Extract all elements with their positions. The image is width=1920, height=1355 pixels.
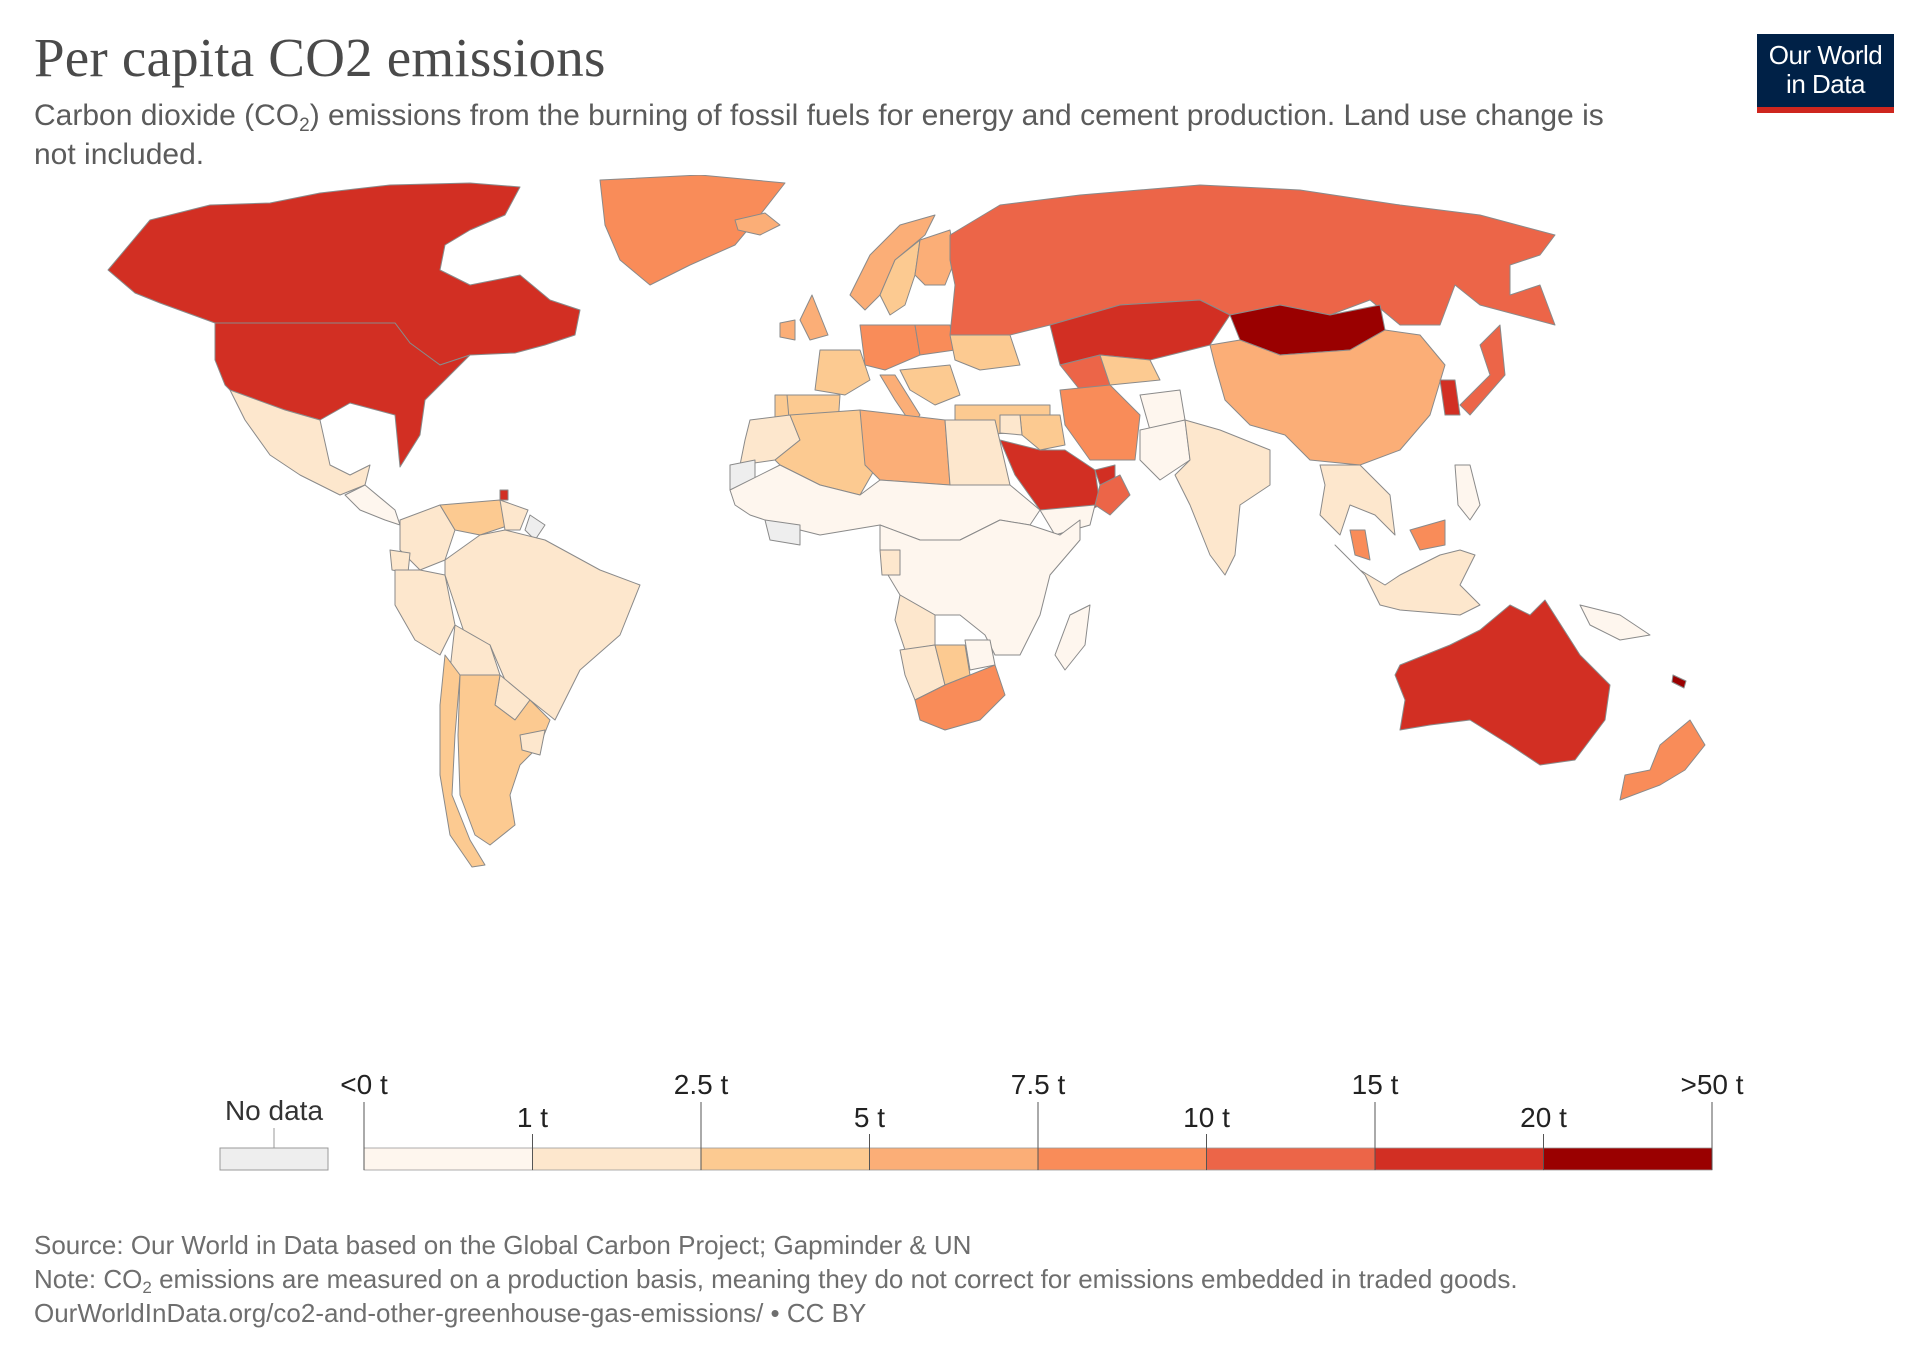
region-venezuela[interactable]: [439, 499, 511, 536]
note-line: Note: CO2 emissions are measured on a pr…: [34, 1262, 1518, 1296]
region-zimbabwe[interactable]: [964, 639, 996, 671]
region-south-africa[interactable]: [914, 664, 1006, 731]
region-japan[interactable]: [1459, 324, 1506, 416]
region-ireland[interactable]: [779, 319, 796, 341]
legend-no-data-label: No data: [225, 1095, 323, 1126]
footer: Source: Our World in Data based on the G…: [34, 1228, 1518, 1330]
legend-break-label-5: 10 t: [1183, 1102, 1230, 1133]
source-line: Source: Our World in Data based on the G…: [34, 1230, 972, 1260]
legend-break-label-2: 2.5 t: [674, 1069, 729, 1100]
world-map: [107, 175, 1706, 868]
title-subscript: 2: [345, 27, 373, 88]
region-gabon[interactable]: [879, 549, 901, 576]
title-text-suffix: emissions: [372, 27, 606, 88]
region-oman[interactable]: [1094, 474, 1131, 516]
logo-line-2: in Data: [1786, 69, 1865, 99]
region-france[interactable]: [814, 349, 871, 396]
region-india[interactable]: [1174, 419, 1271, 576]
legend-bin-1: [532, 1147, 702, 1171]
legend-break-label-1: 1 t: [517, 1102, 548, 1133]
region-uruguay[interactable]: [519, 729, 546, 756]
note-text-rest: emissions are measured on a production b…: [151, 1264, 1518, 1294]
region-iran[interactable]: [1059, 384, 1141, 461]
note-subscript: 2: [142, 1278, 152, 1297]
region-greenland[interactable]: [599, 175, 786, 286]
region-new-caledonia[interactable]: [1671, 674, 1687, 689]
legend-bin-2: [700, 1147, 870, 1171]
region-australia[interactable]: [1394, 599, 1611, 766]
region-madagascar[interactable]: [1054, 604, 1091, 671]
legend-break-label-8: >50 t: [1680, 1069, 1743, 1100]
region-philippines[interactable]: [1454, 464, 1481, 521]
region-finland[interactable]: [914, 229, 956, 286]
subtitle-subscript: 2: [299, 115, 310, 136]
region-libya[interactable]: [859, 409, 951, 486]
region-new-zealand[interactable]: [1619, 719, 1706, 801]
region-balkans[interactable]: [899, 364, 961, 406]
subtitle-text-rest: ) emissions from the burning of fossil f…: [34, 99, 1604, 171]
note-text: Note: CO: [34, 1264, 143, 1294]
region-yemen[interactable]: [1039, 504, 1096, 536]
chart-subtitle: Carbon dioxide (CO2) emissions from the …: [34, 96, 1634, 174]
legend-bin-0: [363, 1147, 533, 1171]
region-uzbekistan[interactable]: [1099, 354, 1161, 386]
region-mexico[interactable]: [229, 389, 371, 496]
region-ukraine[interactable]: [949, 334, 1021, 371]
region-pakistan[interactable]: [1139, 419, 1191, 481]
legend-break-label-0: <0 t: [340, 1069, 388, 1100]
region-chile[interactable]: [439, 654, 486, 868]
region-norway[interactable]: [849, 214, 936, 311]
region-trinidad-and-tobago[interactable]: [499, 489, 509, 501]
region-malaysia[interactable]: [1349, 519, 1446, 561]
legend-bin-4: [1037, 1147, 1207, 1171]
region-poland[interactable]: [914, 324, 956, 356]
legend-bin-6: [1374, 1147, 1544, 1171]
region-guyana[interactable]: [499, 499, 529, 531]
region-peru[interactable]: [394, 569, 456, 656]
legend-break-label-7: 20 t: [1520, 1102, 1567, 1133]
legend-break-label-6: 15 t: [1352, 1069, 1399, 1100]
legend-break-label-3: 5 t: [854, 1102, 885, 1133]
region-central-europe[interactable]: [859, 324, 921, 371]
region-russia[interactable]: [949, 184, 1556, 336]
region-indonesia[interactable]: [1334, 544, 1481, 616]
region-papua-new-guinea[interactable]: [1579, 604, 1651, 641]
region-argentina[interactable]: [457, 674, 551, 846]
chart-title: Per capita CO2 emissions: [34, 26, 606, 89]
region-iceland[interactable]: [734, 212, 781, 236]
region-iraq[interactable]: [1019, 414, 1066, 451]
title-text: Per capita CO: [34, 27, 346, 88]
legend-bin-5: [1206, 1147, 1376, 1171]
region-united-kingdom[interactable]: [799, 294, 829, 341]
legend-break-label-4: 7.5 t: [1011, 1069, 1066, 1100]
legend-no-data-swatch: [219, 1147, 329, 1171]
owid-logo[interactable]: Our World in Data: [1757, 34, 1894, 113]
subtitle-text: Carbon dioxide (CO: [34, 99, 300, 132]
region-brazil[interactable]: [444, 529, 641, 721]
region-sierra-leone-liberia[interactable]: [764, 519, 801, 546]
url-line[interactable]: OurWorldInData.org/co2-and-other-greenho…: [34, 1298, 867, 1328]
legend-bin-3: [869, 1147, 1039, 1171]
legend-bin-7: [1543, 1147, 1713, 1171]
region-korea[interactable]: [1439, 379, 1461, 416]
color-legend: No data <0 t 1 t 2.5 t 5 t 7.5 t 10 t 15 t 20 t >…: [219, 1069, 1744, 1171]
region-central-america[interactable]: [344, 484, 401, 526]
region-southeast-asia[interactable]: [1319, 464, 1396, 536]
region-china[interactable]: [1209, 329, 1446, 466]
region-syria[interactable]: [999, 414, 1023, 436]
logo-line-1: Our World: [1768, 40, 1883, 70]
